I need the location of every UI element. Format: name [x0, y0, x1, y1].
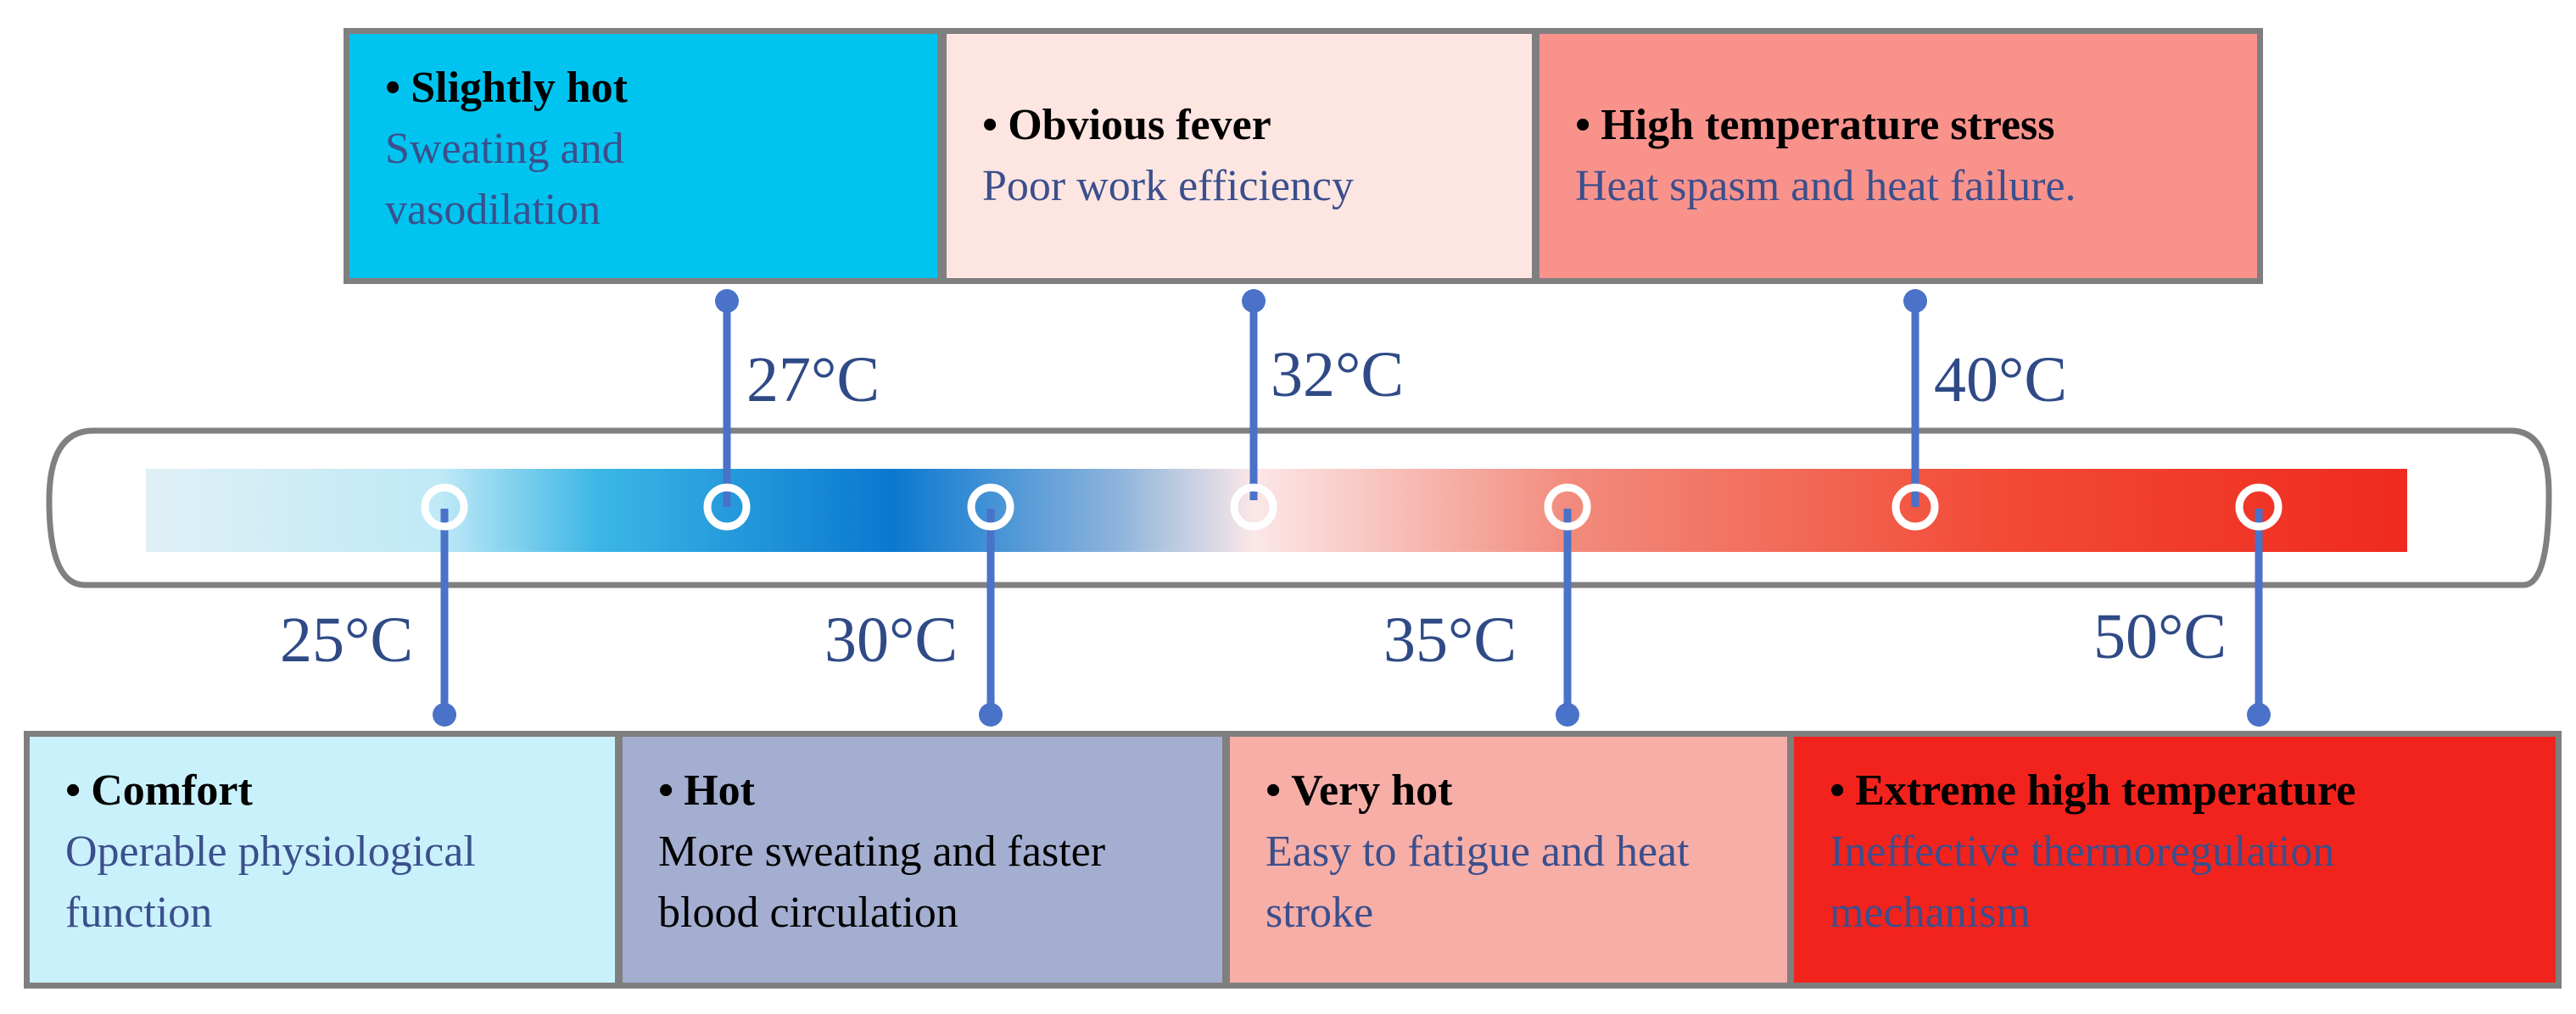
temp-label-35: 35°C: [1383, 604, 1517, 676]
connector-lines: [421, 289, 2283, 727]
connector-dot-30: [979, 703, 1003, 727]
connector-dot-27: [715, 289, 739, 313]
stage-title: • Extreme high temperature: [1830, 766, 2356, 815]
stage-description: Easy to fatigue and heat stroke: [1266, 827, 1690, 937]
connector-dot-50: [2247, 703, 2271, 727]
stage-box-high-temperature-stress: • High temperature stress Heat spasm and …: [1534, 28, 2263, 284]
temp-label-30: 30°C: [824, 604, 958, 676]
temp-label-25: 25°C: [280, 604, 414, 676]
stage-box-obvious-fever: • Obvious fever Poor work efficiency: [941, 28, 1538, 284]
stage-description: Ineffective thermoregulation mechanism: [1830, 827, 2335, 937]
marker-ring-32: [1230, 483, 1277, 531]
temp-label-40: 40°C: [1934, 344, 2068, 415]
marker-ring-35: [1544, 483, 1591, 531]
stage-box-very-hot: • Very hot Easy to fatigue and heat strok…: [1224, 731, 1793, 989]
stage-description: More sweating and faster blood circulati…: [658, 827, 1106, 937]
temp-label-27: 27°C: [746, 344, 880, 415]
temp-label-32: 32°C: [1271, 339, 1405, 410]
stage-description: Operable physiological function: [65, 827, 476, 937]
stage-title: • Very hot: [1266, 766, 1453, 815]
stage-title: • High temperature stress: [1575, 101, 2055, 149]
stage-title: • Hot: [658, 766, 755, 815]
marker-ring-25: [421, 483, 468, 531]
stage-box-slightly-hot: • Slightly hot Sweating and vasodilation: [344, 28, 943, 284]
stage-title: • Obvious fever: [982, 101, 1271, 149]
connector-dot-25: [433, 703, 456, 727]
marker-ring-30: [967, 483, 1014, 531]
marker-ring-27: [703, 483, 751, 531]
stage-description: Sweating and vasodilation: [385, 125, 624, 234]
stage-box-comfort: • Comfort Operable physiological function: [24, 731, 621, 989]
connector-dot-32: [1242, 289, 1266, 313]
stage-box-hot: • Hot More sweating and faster blood circ…: [617, 731, 1228, 989]
connector-dot-35: [1556, 703, 1579, 727]
stage-description: Heat spasm and heat failure.: [1575, 162, 2076, 210]
connector-dot-40: [1903, 289, 1927, 313]
marker-ring-40: [1891, 483, 1939, 531]
stage-box-extreme-high-temperature: • Extreme high temperature Ineffective th…: [1788, 731, 2562, 989]
marker-ring-50: [2235, 483, 2283, 531]
temp-label-50: 50°C: [2093, 601, 2227, 672]
stage-title: • Slightly hot: [385, 64, 628, 112]
stage-description: Poor work efficiency: [982, 162, 1355, 210]
stage-title: • Comfort: [65, 766, 253, 815]
